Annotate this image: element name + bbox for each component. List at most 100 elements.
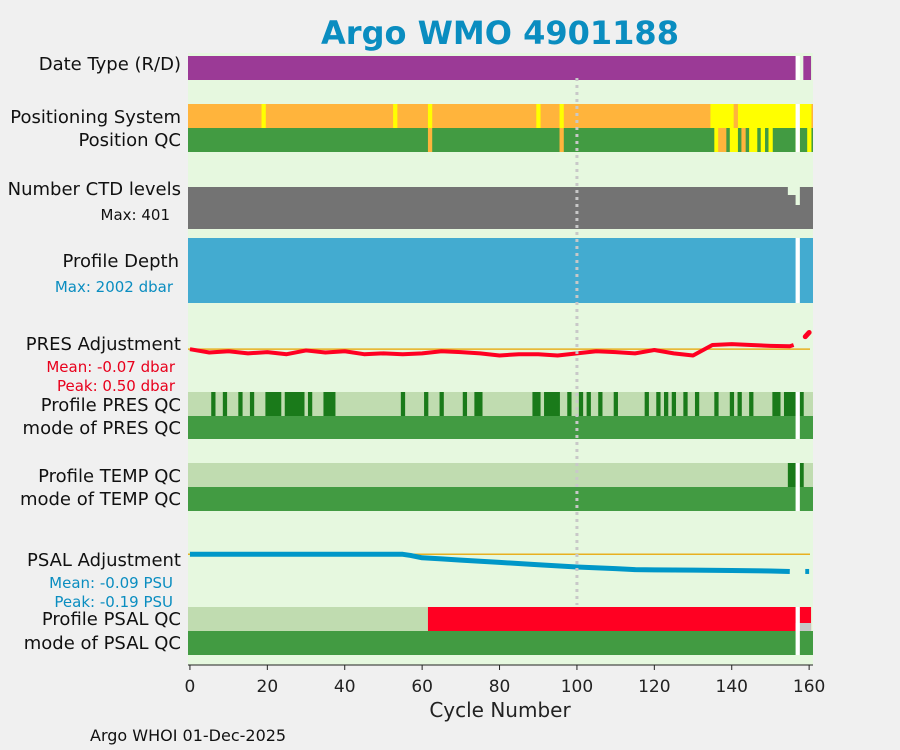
profile-pres-qc-cell [222, 392, 228, 416]
label-psal-adjustment: PSAL Adjustment [27, 550, 181, 571]
position-qc-cell [768, 128, 773, 152]
profile-pres-qc-cell [749, 392, 754, 416]
profile-pres-qc-cell [474, 392, 479, 416]
profile-pres-qc-cell [273, 392, 278, 416]
date-type-bar [188, 56, 800, 80]
profile-temp-qc-cell [787, 463, 793, 487]
position-qc-cell [733, 128, 738, 152]
x-axis-label: Cycle Number [429, 698, 571, 722]
profile-pres-qc-cell [265, 392, 270, 416]
profile-pres-qc-cell [478, 392, 483, 416]
profile-pres-qc-cell [799, 392, 804, 416]
positioning-system-cell [261, 104, 266, 128]
positioning-system-cell [393, 104, 398, 128]
ctd-levels-bar [188, 187, 813, 229]
label-profile-psal-qc: Profile PSAL QC [42, 609, 181, 630]
positioning-system-cell [729, 104, 735, 128]
profile-pres-qc-cell [532, 392, 537, 416]
position-qc-cell [718, 128, 723, 152]
position-qc-cell [714, 128, 719, 152]
x-tick-label: 160 [793, 677, 825, 697]
positioning-system-cell [791, 104, 796, 128]
profile-psal-qc-good [188, 607, 428, 631]
label-date-type: Date Type (R/D) [39, 54, 181, 75]
profile-pres-qc-cell [400, 392, 406, 416]
x-tick-label: 60 [411, 677, 433, 697]
positioning-system-cell [764, 104, 769, 128]
profile-pres-qc-cell [586, 392, 591, 416]
pres-adjustment-tail [802, 329, 812, 340]
positioning-system-cell [780, 104, 785, 128]
profile-pres-qc-cell [671, 392, 677, 416]
positioning-system-cell [799, 104, 804, 128]
profile-depth-bar [188, 238, 813, 303]
positioning-system-cell [718, 104, 723, 128]
positioning-system-cell [741, 104, 746, 128]
plot-area [188, 53, 813, 665]
profile-pres-qc-cell [683, 392, 688, 416]
positioning-system-cell [745, 104, 750, 128]
positioning-system-cell [760, 104, 766, 128]
profile-pres-qc-cell [439, 392, 444, 416]
x-tick-label: 80 [489, 677, 511, 697]
position-qc-cell [760, 128, 766, 152]
profile-pres-qc-cell [249, 392, 255, 416]
profile-pres-qc-cell [737, 392, 742, 416]
profile-pres-qc-cell [307, 392, 313, 416]
x-tick-label: 40 [334, 677, 356, 697]
profile-pres-qc-cell [544, 392, 549, 416]
profile-pres-qc-cell [656, 392, 661, 416]
positioning-system-cell [714, 104, 719, 128]
ctd-levels-gap [795, 187, 800, 205]
profile-pres-qc-cell [613, 392, 618, 416]
positioning-system-cell [536, 104, 541, 128]
positioning-system-bar [188, 104, 813, 128]
profile-pres-qc-cell [644, 392, 649, 416]
label-profile-pres-qc: Profile PRES QC [41, 395, 181, 416]
profile-pres-qc-cell [547, 392, 553, 416]
profile-pres-qc-cell [424, 392, 429, 416]
label-mode-temp-qc: mode of TEMP QC [20, 489, 181, 510]
label-profile-depth: Profile Depth [62, 251, 179, 272]
profile-pres-qc-cell [269, 392, 274, 416]
profile-pres-qc-cell [551, 392, 557, 416]
profile-pres-qc-cell [300, 392, 305, 416]
positioning-system-cell [725, 104, 731, 128]
profile-temp-qc-cell [791, 463, 796, 487]
row-labels: Date Type (R/D) Positioning System Posit… [8, 54, 181, 654]
positioning-system-cell [787, 104, 793, 128]
date-type-bar-tail [803, 56, 812, 80]
x-tick-label: 140 [716, 677, 748, 697]
label-ctd-levels: Number CTD levels [8, 179, 181, 200]
profile-psal-qc-bad [427, 607, 812, 631]
profile-pres-qc-cell [284, 392, 290, 416]
profile-pres-qc-bar [188, 392, 813, 416]
positioning-system-cell [737, 104, 742, 128]
profile-depth-gap [795, 238, 800, 303]
profile-pres-qc-cell [211, 392, 216, 416]
ctd-levels-low [791, 187, 796, 195]
positioning-system-cell [749, 104, 754, 128]
profile-pres-qc-cell [296, 392, 301, 416]
label-depth-max: Max: 2002 dbar [55, 278, 174, 296]
position-qc-cell [559, 128, 564, 152]
positioning-system-cell [772, 104, 777, 128]
profile-pres-qc-cell [288, 392, 293, 416]
mode-temp-qc-bar [188, 487, 813, 511]
label-profile-temp-qc: Profile TEMP QC [38, 466, 181, 487]
positioning-system-cell [427, 104, 433, 128]
positioning-system-cell [803, 104, 808, 128]
date-type-gap [795, 56, 800, 80]
label-psal-peak: Peak: -0.19 PSU [54, 593, 173, 611]
psal-adjustment-line [189, 551, 790, 574]
positioning-system-cell [768, 104, 773, 128]
position-qc-cell [722, 128, 727, 152]
profile-pres-qc-cell [783, 392, 789, 416]
profile-pres-qc-cell [292, 392, 297, 416]
position-qc-cell [741, 128, 746, 152]
label-positioning-system: Positioning System [10, 107, 181, 128]
chart-title: Argo WMO 4901188 [321, 14, 679, 52]
positioning-system-cell [753, 104, 758, 128]
label-psal-mean: Mean: -0.09 PSU [49, 574, 173, 592]
profile-pres-qc-cell [598, 392, 603, 416]
